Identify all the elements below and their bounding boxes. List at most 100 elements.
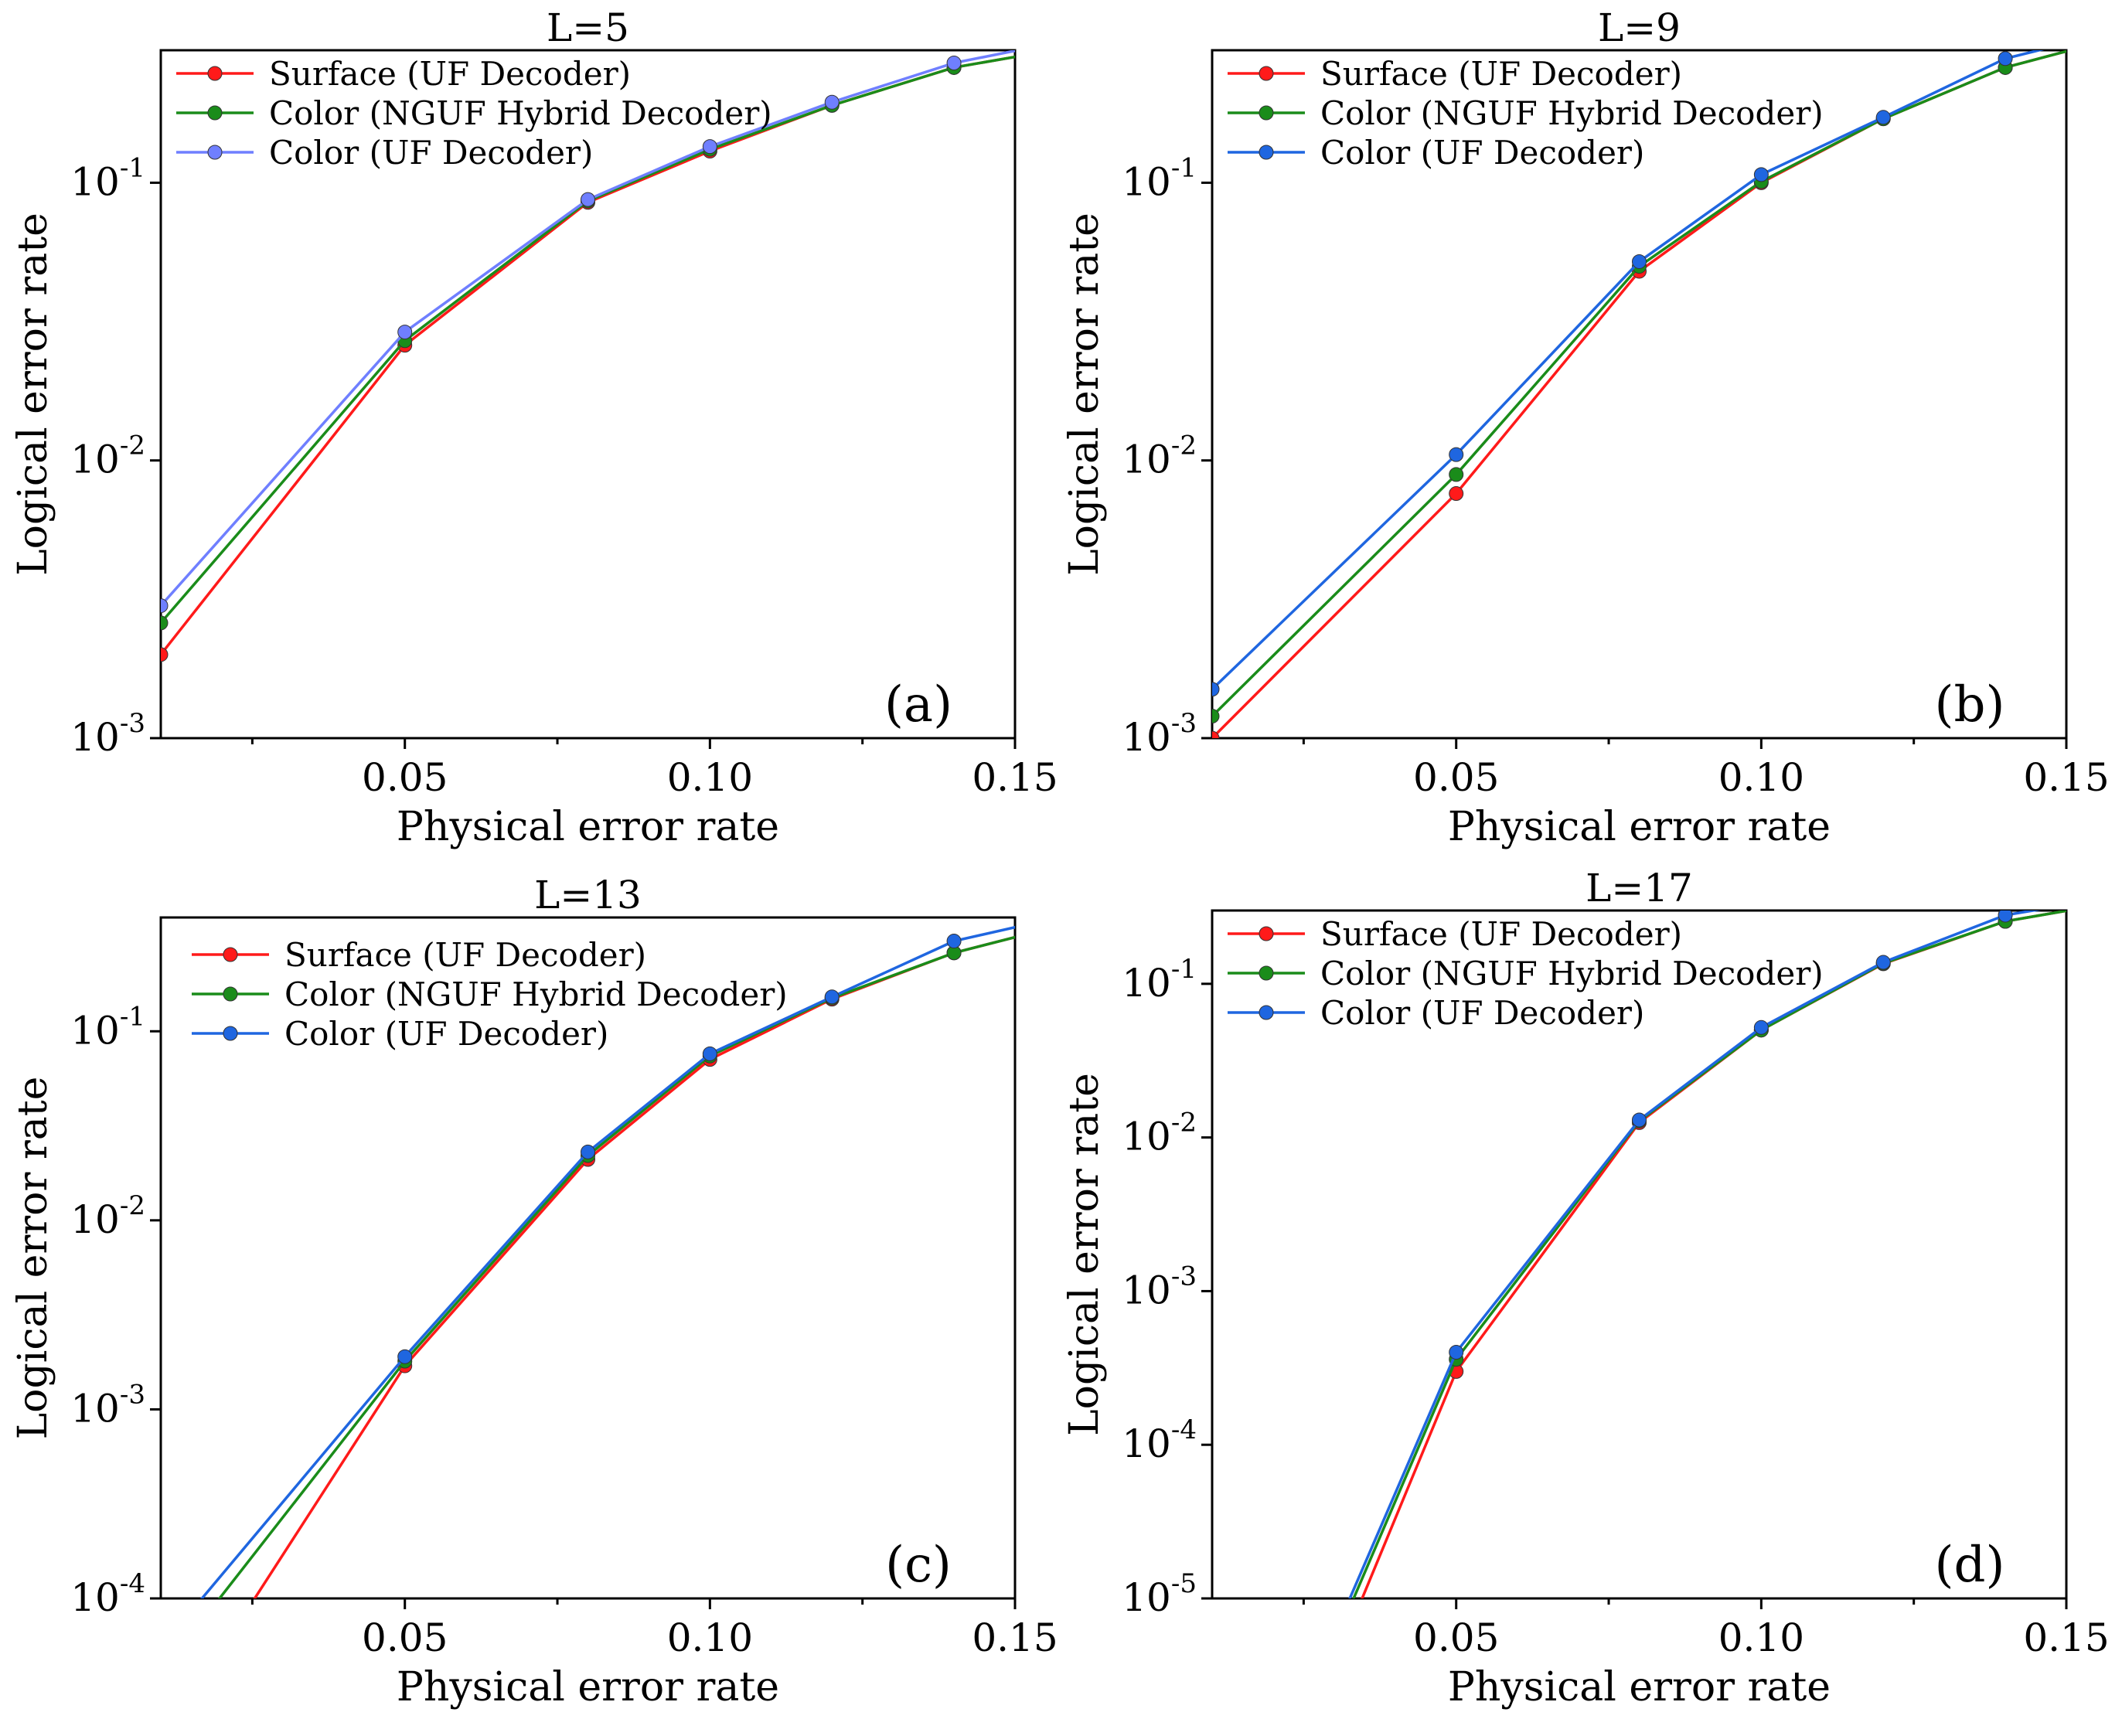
y-tick-exponent: -3	[120, 1379, 145, 1410]
legend-marker	[1259, 1005, 1274, 1020]
y-tick-label: 10-3	[1122, 1261, 1197, 1312]
panel-label: (c)	[885, 1537, 952, 1594]
x-tick-label: 0.15	[2023, 755, 2109, 800]
y-axis-label: Logical error rate	[10, 213, 56, 576]
legend-marker	[207, 66, 223, 81]
y-tick-label: 10-4	[1122, 1414, 1197, 1466]
series-group	[1348, 911, 2066, 1598]
plot-frame	[1211, 49, 2068, 740]
chart-panel-c: 0.05 0.10 0.1510-410-310-210-1L=13Physical…	[10, 873, 1058, 1710]
data-point	[1875, 955, 1891, 970]
data-point	[1875, 110, 1891, 125]
data-point	[1632, 254, 1647, 269]
legend-marker	[223, 986, 238, 1002]
data-point	[1998, 51, 2013, 66]
legend-label: Surface (UF Decoder)	[269, 55, 631, 93]
y-tick-base: 10	[1122, 1421, 1171, 1466]
data-point	[1212, 682, 1220, 697]
y-tick-base: 10	[70, 1008, 120, 1053]
y-tick-base: 10	[70, 1386, 120, 1431]
y-tick-exponent: -1	[120, 1001, 145, 1032]
y-axis-label: Logical error rate	[1061, 1073, 1108, 1436]
data-point	[1753, 167, 1769, 182]
legend-label: Color (NGUF Hybrid Decoder)	[1320, 955, 1824, 992]
y-tick-exponent: -4	[120, 1568, 145, 1599]
plot-frame	[1211, 909, 2068, 1600]
data-point	[397, 325, 413, 340]
data-point	[161, 647, 169, 662]
legend-label: Color (UF Decoder)	[1320, 994, 1644, 1032]
x-tick-label: 0.05	[1413, 1615, 1499, 1660]
data-point	[1449, 1345, 1464, 1360]
y-tick-label: 10-2	[70, 431, 145, 482]
data-point	[1212, 730, 1220, 738]
data-point	[397, 1349, 413, 1364]
y-tick-exponent: -3	[120, 708, 145, 739]
legend: Surface (UF Decoder)Color (NGUF Hybrid D…	[1228, 915, 1824, 1032]
legend-label: Color (UF Decoder)	[1320, 134, 1644, 172]
legend-marker	[223, 1026, 238, 1041]
x-tick-label: 0.05	[1413, 755, 1499, 800]
x-tick-label: 0.15	[972, 755, 1058, 800]
series-group	[161, 50, 1015, 662]
y-tick-exponent: -2	[1171, 431, 1197, 461]
y-tick-base: 10	[70, 715, 120, 760]
legend-label: Surface (UF Decoder)	[1320, 915, 1682, 953]
data-point	[946, 55, 962, 70]
data-point	[946, 934, 962, 949]
x-tick-label: 0.15	[2023, 1615, 2109, 1660]
panel-label: (a)	[884, 676, 952, 734]
y-tick-label: 10-1	[70, 1001, 145, 1053]
y-tick-label: 10-1	[1122, 954, 1197, 1006]
legend: Surface (UF Decoder)Color (NGUF Hybrid D…	[192, 936, 788, 1053]
data-point	[161, 598, 169, 614]
legend-marker	[1259, 965, 1274, 981]
data-point	[1632, 1112, 1647, 1128]
x-axis-label: Physical error rate	[1448, 1664, 1831, 1710]
y-tick-exponent: -1	[120, 152, 145, 183]
y-tick-exponent: -4	[1171, 1414, 1197, 1445]
panel-label: (b)	[1935, 676, 2005, 734]
data-point	[581, 1144, 595, 1159]
y-tick-label: 10-4	[70, 1568, 145, 1620]
legend-marker	[1259, 105, 1274, 121]
y-tick-label: 10-3	[70, 1379, 145, 1431]
legend-label: Color (UF Decoder)	[284, 1015, 608, 1053]
data-point	[702, 139, 717, 155]
legend-label: Color (NGUF Hybrid Decoder)	[269, 94, 772, 132]
y-axis-label: Logical error rate	[10, 1077, 56, 1440]
y-tick-label: 10-3	[1122, 708, 1197, 760]
plot-frame	[159, 49, 1017, 740]
x-tick-label: 0.15	[972, 1615, 1058, 1660]
y-tick-base: 10	[70, 437, 120, 482]
data-point	[1998, 911, 2013, 923]
chart-title: L=17	[1586, 866, 1693, 911]
y-tick-exponent: -1	[1171, 152, 1197, 183]
chart-title: L=5	[547, 5, 629, 50]
legend-label: Surface (UF Decoder)	[1320, 55, 1682, 93]
data-point	[1449, 467, 1464, 482]
data-point	[161, 615, 169, 631]
y-tick-exponent: -3	[1171, 708, 1197, 739]
y-tick-exponent: -1	[1171, 954, 1197, 985]
y-tick-base: 10	[1122, 159, 1171, 204]
y-axis-label: Logical error rate	[1061, 213, 1108, 576]
y-tick-exponent: -2	[120, 431, 145, 461]
y-tick-label: 10-1	[1122, 152, 1197, 204]
y-tick-base: 10	[1122, 961, 1171, 1006]
legend-label: Surface (UF Decoder)	[284, 936, 646, 974]
y-tick-base: 10	[1122, 1575, 1171, 1620]
y-tick-exponent: -2	[1171, 1108, 1197, 1139]
legend-label: Color (UF Decoder)	[269, 134, 593, 172]
legend-marker	[207, 145, 223, 160]
data-point	[824, 989, 840, 1005]
x-tick-label: 0.05	[362, 1615, 448, 1660]
legend-label: Color (NGUF Hybrid Decoder)	[284, 975, 788, 1013]
series-line-2	[161, 55, 1015, 625]
legend-marker	[1259, 926, 1274, 941]
data-point	[1212, 709, 1220, 724]
y-tick-base: 10	[70, 159, 120, 204]
legend: Surface (UF Decoder)Color (NGUF Hybrid D…	[1228, 55, 1824, 172]
series-group	[199, 925, 1015, 1598]
legend: Surface (UF Decoder)Color (NGUF Hybrid D…	[176, 55, 772, 172]
